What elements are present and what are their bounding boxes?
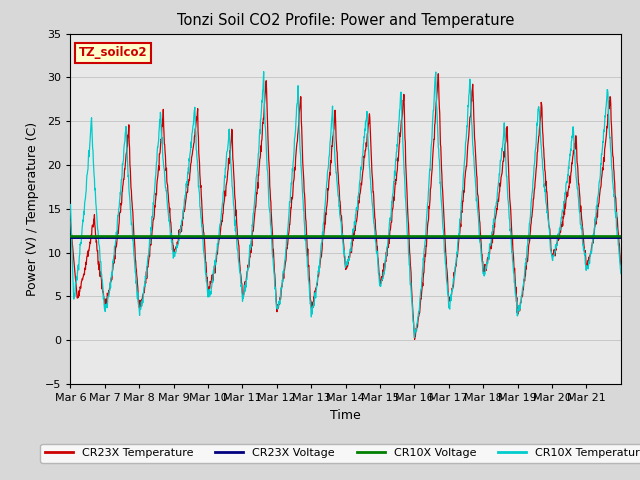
- Legend: CR23X Temperature, CR23X Voltage, CR10X Voltage, CR10X Temperature: CR23X Temperature, CR23X Voltage, CR10X …: [40, 444, 640, 463]
- Y-axis label: Power (V) / Temperature (C): Power (V) / Temperature (C): [26, 122, 40, 296]
- Title: Tonzi Soil CO2 Profile: Power and Temperature: Tonzi Soil CO2 Profile: Power and Temper…: [177, 13, 515, 28]
- Text: TZ_soilco2: TZ_soilco2: [79, 47, 147, 60]
- X-axis label: Time: Time: [330, 408, 361, 421]
